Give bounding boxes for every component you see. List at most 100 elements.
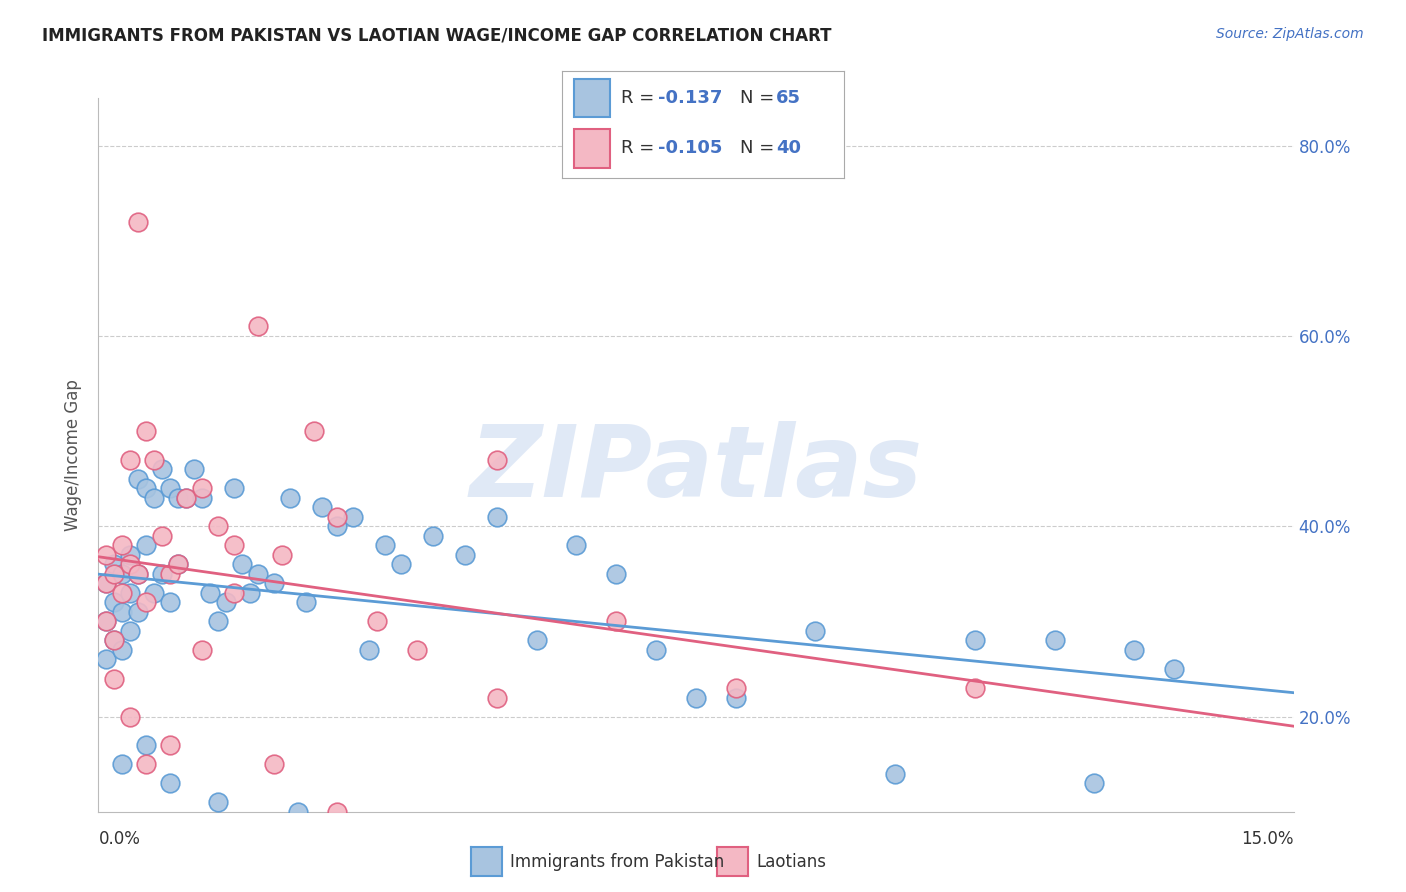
- Point: [287, 805, 309, 819]
- Point: [963, 633, 986, 648]
- Point: [454, 548, 477, 562]
- Point: [103, 633, 125, 648]
- Point: [143, 452, 166, 467]
- Point: [263, 576, 285, 591]
- Point: [167, 558, 190, 572]
- Point: [422, 529, 444, 543]
- Point: [270, 548, 292, 562]
- Point: [605, 566, 627, 581]
- Point: [150, 529, 173, 543]
- Point: [884, 766, 907, 780]
- Point: [96, 548, 118, 562]
- Point: [207, 519, 229, 533]
- Point: [342, 509, 364, 524]
- Text: 0.0%: 0.0%: [98, 830, 141, 847]
- Point: [143, 586, 166, 600]
- Point: [103, 566, 125, 581]
- Point: [174, 491, 197, 505]
- Point: [366, 615, 388, 629]
- Point: [127, 566, 149, 581]
- Point: [1083, 776, 1105, 790]
- Point: [311, 500, 333, 515]
- Point: [135, 538, 157, 552]
- Point: [111, 566, 134, 581]
- Point: [167, 491, 190, 505]
- Point: [485, 690, 508, 705]
- Point: [103, 558, 125, 572]
- Point: [374, 538, 396, 552]
- Point: [804, 624, 827, 638]
- Point: [111, 757, 134, 772]
- Bar: [574, 78, 610, 118]
- Text: -0.137: -0.137: [658, 89, 723, 107]
- Point: [278, 491, 301, 505]
- Point: [1123, 643, 1146, 657]
- Point: [111, 605, 134, 619]
- Point: [246, 566, 269, 581]
- Point: [135, 424, 157, 438]
- Text: -0.105: -0.105: [658, 139, 723, 157]
- Point: [120, 624, 142, 638]
- Point: [191, 643, 214, 657]
- Point: [526, 633, 548, 648]
- Text: N =: N =: [740, 139, 779, 157]
- Point: [724, 681, 747, 695]
- Point: [326, 509, 349, 524]
- Point: [239, 586, 262, 600]
- Point: [143, 491, 166, 505]
- Point: [222, 538, 245, 552]
- Text: IMMIGRANTS FROM PAKISTAN VS LAOTIAN WAGE/INCOME GAP CORRELATION CHART: IMMIGRANTS FROM PAKISTAN VS LAOTIAN WAGE…: [42, 27, 832, 45]
- Point: [127, 472, 149, 486]
- Point: [359, 643, 381, 657]
- Point: [191, 481, 214, 495]
- Point: [96, 652, 118, 666]
- Point: [120, 558, 142, 572]
- Point: [246, 319, 269, 334]
- Point: [120, 586, 142, 600]
- Point: [183, 462, 205, 476]
- Y-axis label: Wage/Income Gap: Wage/Income Gap: [65, 379, 83, 531]
- Point: [485, 509, 508, 524]
- Point: [120, 452, 142, 467]
- Point: [159, 738, 181, 752]
- Point: [103, 672, 125, 686]
- Point: [207, 795, 229, 809]
- Point: [326, 519, 349, 533]
- Point: [215, 595, 238, 609]
- Point: [222, 586, 245, 600]
- Point: [645, 643, 668, 657]
- Point: [294, 595, 316, 609]
- Point: [605, 615, 627, 629]
- Point: [150, 566, 173, 581]
- Point: [127, 566, 149, 581]
- Point: [135, 481, 157, 495]
- Point: [485, 452, 508, 467]
- Point: [326, 805, 349, 819]
- Text: Immigrants from Pakistan: Immigrants from Pakistan: [510, 853, 724, 871]
- Text: Laotians: Laotians: [756, 853, 827, 871]
- Point: [406, 643, 429, 657]
- Point: [167, 558, 190, 572]
- Point: [96, 615, 118, 629]
- Text: 65: 65: [776, 89, 801, 107]
- Point: [103, 595, 125, 609]
- Point: [198, 586, 221, 600]
- Point: [135, 738, 157, 752]
- Point: [111, 538, 134, 552]
- Point: [222, 481, 245, 495]
- Point: [150, 462, 173, 476]
- Bar: [574, 129, 610, 168]
- Point: [685, 690, 707, 705]
- Text: R =: R =: [621, 89, 661, 107]
- Point: [207, 615, 229, 629]
- Point: [565, 538, 588, 552]
- Point: [96, 576, 118, 591]
- Point: [120, 709, 142, 723]
- Point: [135, 595, 157, 609]
- Point: [127, 605, 149, 619]
- Point: [963, 681, 986, 695]
- Point: [127, 215, 149, 229]
- Text: Source: ZipAtlas.com: Source: ZipAtlas.com: [1216, 27, 1364, 41]
- Text: 15.0%: 15.0%: [1241, 830, 1294, 847]
- Point: [263, 757, 285, 772]
